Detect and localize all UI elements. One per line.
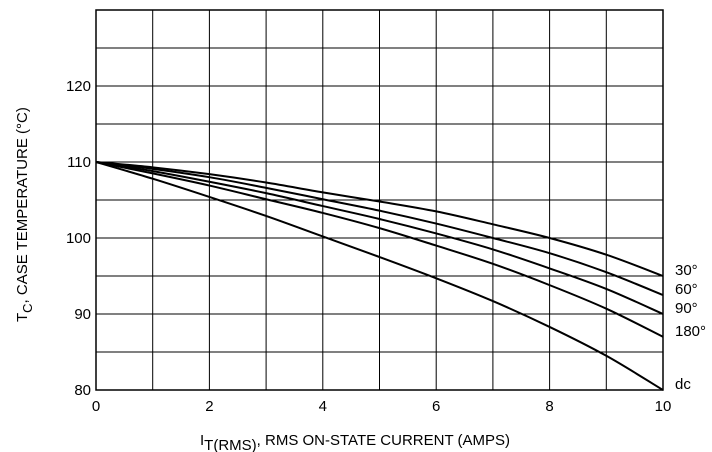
series-label-2: 90° <box>675 300 698 317</box>
series-labels: 30° 60° 90° 180° dc <box>675 262 706 393</box>
series-group <box>95 161 664 391</box>
grid <box>95 9 664 391</box>
x-axis-title: IT(RMS), RMS ON-STATE CURRENT (AMPS) <box>200 432 510 452</box>
y-tick-label: 100 <box>66 230 91 247</box>
series-label-3: 180° <box>675 323 706 340</box>
series-line-0 <box>95 161 664 277</box>
y-tick-label: 110 <box>67 154 91 171</box>
y-tick-label: 80 <box>74 382 91 399</box>
y-axis-title: TC, CASE TEMPERATURE (°C) <box>14 107 35 322</box>
x-axis-title-rest: , RMS ON-STATE CURRENT (AMPS) <box>257 432 510 449</box>
series-line-1 <box>95 161 664 296</box>
plot-frame <box>95 9 664 391</box>
y-axis-title-main: T <box>14 313 31 322</box>
series-label-4: dc <box>675 376 691 393</box>
y-tick-label: 90 <box>74 306 91 323</box>
x-tick-label: 0 <box>92 398 100 415</box>
series-line-2 <box>95 161 664 315</box>
x-axis-title-sub: T(RMS) <box>204 437 257 452</box>
x-tick-label: 4 <box>319 398 327 415</box>
x-axis-title-main: I <box>200 432 204 449</box>
x-tick-label: 2 <box>205 398 213 415</box>
x-tick-label: 8 <box>545 398 553 415</box>
x-tick-label: 10 <box>655 398 672 415</box>
tick-labels: 0 2 4 6 8 10 80 90 100 110 120 <box>66 78 671 415</box>
y-tick-label: 120 <box>66 78 91 95</box>
series-line-3 <box>95 161 664 338</box>
y-axis-title-rest: , CASE TEMPERATURE (°C) <box>14 107 31 303</box>
y-axis-title-sub: C <box>20 303 35 312</box>
series-label-1: 60° <box>675 281 698 298</box>
series-line-4 <box>95 161 664 391</box>
x-tick-label: 6 <box>432 398 440 415</box>
series-label-0: 30° <box>675 262 698 279</box>
